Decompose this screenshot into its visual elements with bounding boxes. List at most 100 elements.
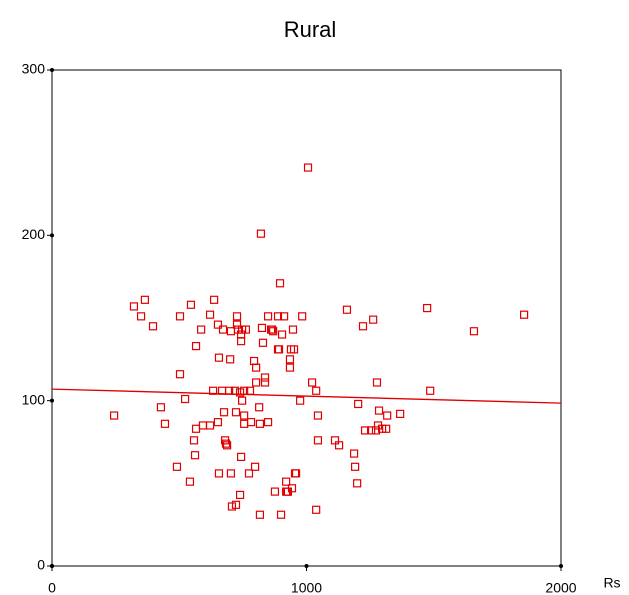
point bbox=[156, 403, 166, 412]
point bbox=[298, 312, 307, 321]
point bbox=[269, 327, 278, 336]
point bbox=[423, 303, 432, 313]
point bbox=[241, 325, 251, 334]
point bbox=[396, 409, 405, 418]
point bbox=[469, 327, 479, 336]
point bbox=[186, 300, 196, 309]
point bbox=[270, 487, 280, 496]
point bbox=[369, 315, 378, 324]
point bbox=[232, 312, 242, 321]
point bbox=[263, 418, 273, 427]
trend-line bbox=[51, 388, 562, 404]
point bbox=[221, 439, 231, 448]
point bbox=[140, 295, 149, 304]
point bbox=[236, 452, 246, 461]
point bbox=[374, 406, 384, 415]
point bbox=[208, 386, 218, 395]
point bbox=[287, 484, 297, 493]
x-tick-label: 1000 bbox=[291, 580, 322, 595]
point bbox=[372, 378, 382, 387]
point bbox=[349, 449, 359, 458]
point bbox=[191, 342, 201, 351]
point bbox=[342, 305, 352, 314]
point bbox=[273, 312, 283, 321]
point bbox=[334, 441, 344, 450]
y-tick-dot bbox=[50, 68, 54, 72]
point bbox=[285, 363, 295, 372]
point bbox=[205, 310, 215, 319]
point bbox=[291, 469, 301, 478]
point bbox=[367, 426, 376, 435]
x-tick-label: 0 bbox=[48, 580, 56, 595]
point bbox=[172, 462, 182, 471]
point bbox=[258, 338, 268, 347]
point bbox=[226, 355, 235, 364]
point bbox=[214, 353, 224, 362]
point bbox=[109, 411, 119, 420]
y-tick-label: 300 bbox=[22, 61, 46, 77]
point bbox=[190, 451, 200, 460]
point bbox=[181, 394, 190, 404]
y-tick-dot bbox=[50, 233, 54, 238]
point bbox=[252, 363, 261, 372]
point bbox=[263, 312, 273, 321]
point bbox=[257, 323, 267, 333]
point bbox=[189, 436, 199, 445]
point bbox=[289, 345, 299, 354]
point bbox=[371, 426, 381, 435]
point bbox=[191, 424, 201, 433]
point bbox=[256, 229, 266, 238]
point bbox=[205, 421, 215, 430]
point bbox=[226, 327, 236, 336]
point bbox=[198, 421, 208, 430]
x-tick-dot bbox=[559, 564, 563, 568]
point bbox=[148, 322, 158, 331]
point bbox=[382, 424, 391, 433]
point bbox=[231, 500, 241, 509]
x-tick-dot bbox=[304, 564, 309, 568]
x-tick-dot bbox=[50, 564, 54, 568]
y-tick-label: 200 bbox=[22, 226, 46, 242]
point bbox=[231, 408, 241, 417]
plot-frame bbox=[51, 69, 562, 567]
point bbox=[219, 408, 229, 417]
point bbox=[240, 419, 249, 428]
point bbox=[313, 436, 323, 445]
point bbox=[249, 356, 259, 366]
point bbox=[218, 325, 228, 334]
point bbox=[213, 320, 223, 329]
point bbox=[214, 469, 224, 478]
chart-title: Rural bbox=[284, 17, 337, 42]
point bbox=[197, 325, 206, 334]
point bbox=[296, 396, 305, 405]
point bbox=[275, 279, 285, 288]
point bbox=[276, 510, 286, 519]
point bbox=[238, 396, 247, 405]
point bbox=[268, 325, 277, 334]
point bbox=[277, 330, 287, 339]
point bbox=[244, 469, 254, 478]
y-tick-label: 100 bbox=[22, 391, 46, 407]
point bbox=[307, 378, 317, 387]
point bbox=[222, 441, 232, 450]
point bbox=[252, 378, 261, 387]
point bbox=[351, 462, 360, 471]
point bbox=[255, 403, 264, 412]
point bbox=[255, 419, 265, 428]
point bbox=[260, 373, 270, 382]
point bbox=[313, 411, 323, 420]
point bbox=[210, 295, 219, 304]
point bbox=[358, 322, 368, 331]
x-tick-label: 2000 bbox=[545, 580, 576, 595]
point bbox=[250, 462, 260, 471]
point bbox=[312, 505, 321, 514]
point bbox=[353, 479, 362, 488]
point bbox=[232, 320, 242, 329]
point bbox=[383, 411, 392, 420]
point bbox=[282, 477, 291, 486]
y-tick-label: 0 bbox=[37, 557, 45, 573]
point bbox=[240, 411, 249, 420]
point bbox=[129, 302, 139, 311]
